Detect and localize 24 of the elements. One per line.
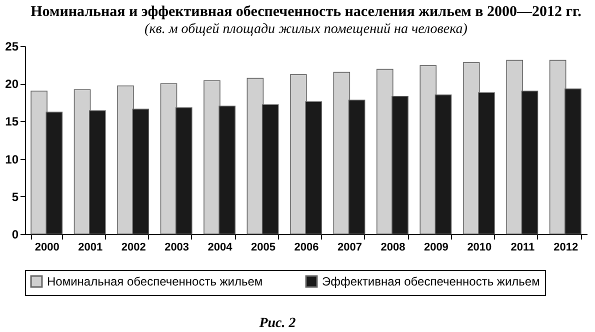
x-tick-label: 2010: [467, 242, 492, 254]
x-tick-label: 2004: [208, 242, 234, 254]
y-tick-label: 25: [5, 40, 19, 54]
x-tick-label: 2012: [554, 242, 578, 254]
legend-label: Номинальная обеспеченность жильем: [47, 274, 263, 289]
chart-title: Номинальная и эффективная обеспеченность населения жильем в 2000—2012 гг.: [30, 4, 582, 20]
x-tick-label: 2009: [424, 242, 448, 254]
x-tick-label: 2000: [34, 242, 60, 254]
chart-subtitle: (кв. м общей площади жилых помещений на человека): [144, 22, 468, 37]
x-tick-label: 2001: [78, 242, 103, 254]
x-tick-label: 2006: [294, 242, 319, 254]
text: Рис. 2: [258, 316, 297, 332]
x-tick-label: 2008: [380, 242, 406, 254]
y-tick-label: 10: [5, 152, 19, 166]
x-tick-label: 2005: [251, 242, 276, 254]
y-tick-label: 0: [12, 228, 19, 242]
y-tick-label: 15: [5, 114, 19, 129]
x-tick-label: 2003: [164, 242, 190, 254]
x-tick-label: 2002: [121, 242, 146, 254]
y-tick-label: 5: [12, 190, 19, 204]
y-tick-label: 20: [5, 77, 19, 92]
legend-label: Эффективная обеспеченность жильем: [322, 274, 540, 289]
x-tick-label: 2011: [510, 242, 535, 254]
x-tick-label: 2007: [337, 242, 362, 254]
